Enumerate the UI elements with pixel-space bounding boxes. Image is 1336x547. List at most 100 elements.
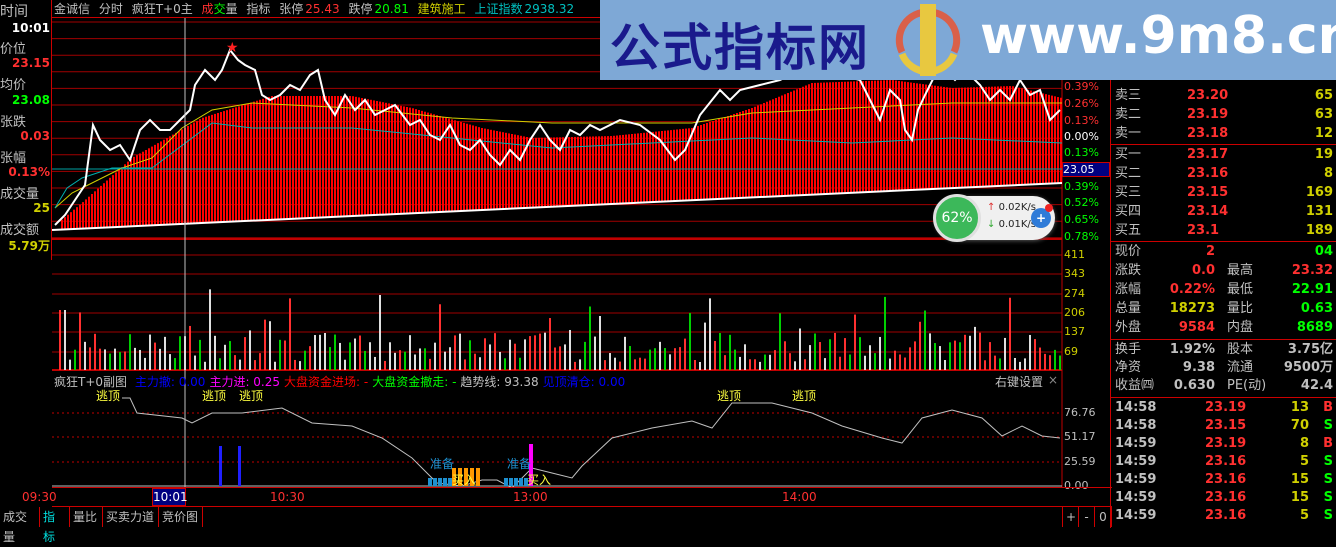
time-value: 10:01 xyxy=(11,21,50,35)
main-force-in-bar xyxy=(529,444,533,486)
sub-chart-name[interactable]: 疯狂T+0副图 xyxy=(54,375,128,389)
price-axis-label: 0.65% xyxy=(1064,213,1099,226)
price-axis-label: 0.39% xyxy=(1064,80,1099,93)
tab-volume-ratio[interactable]: 量比 xyxy=(70,507,103,527)
amount-value: 5.79万 xyxy=(8,239,50,253)
main-force-bar xyxy=(219,446,222,486)
sub-axis-label: 76.76 xyxy=(1064,406,1096,419)
tab-buy-sell-force[interactable]: 买卖力道 xyxy=(103,507,159,527)
watermark-banner: 公式指标网 www.9m8.cn xyxy=(600,0,1336,80)
signal-escape: 逃顶 xyxy=(202,389,226,403)
right-click-settings[interactable]: 右键设置 xyxy=(995,375,1044,389)
sub-legend-item: 主力进: 0.25 xyxy=(209,375,281,389)
zoom-in-button[interactable]: + xyxy=(1062,507,1079,527)
pct-label: 张幅 xyxy=(0,151,27,166)
tick-row: 14:59 23.16 15 S xyxy=(1115,472,1333,487)
prepare-bar xyxy=(509,478,513,486)
volume-tab-char2[interactable]: 交 xyxy=(213,2,226,16)
tab-volume[interactable]: 成交量 xyxy=(0,507,40,544)
tick-row: 14:59 23.16 5 S xyxy=(1115,454,1333,469)
indicator-name[interactable]: 疯狂T+0主 xyxy=(131,2,193,16)
volume-tab-char1[interactable]: 成 xyxy=(201,2,214,16)
quote-row: 现价 2 04 xyxy=(1115,244,1333,259)
sub-legend-item: 大盘资金撤走: - xyxy=(372,375,457,389)
volume-tab-char3[interactable]: 量 xyxy=(225,2,238,16)
signal-escape: 逃顶 xyxy=(239,389,263,403)
network-speed-widget[interactable]: 62% ↑ 0.02K/s ↓ 0.01K/s + xyxy=(933,194,1055,242)
time-label: 时间 xyxy=(0,4,28,20)
sub-axis-label: 51.17 xyxy=(1064,430,1096,443)
sub-legend-item: 大盘资金进场: - xyxy=(284,375,369,389)
download-speed: 0.01K/s xyxy=(998,219,1036,230)
bid-row: 买四 23.14 131 xyxy=(1115,204,1333,219)
bid-row: 买二 23.16 8 xyxy=(1115,166,1333,181)
upload-arrow-icon: ↑ xyxy=(987,202,996,213)
banner-url[interactable]: www.9m8.cn xyxy=(980,6,1336,66)
price-line xyxy=(54,48,1061,226)
price-axis-label: 0.52% xyxy=(1064,196,1099,209)
buy-bar xyxy=(458,468,462,486)
plus-icon[interactable]: + xyxy=(1031,208,1051,228)
signal-prepare: 准备 xyxy=(507,457,531,471)
trend-line xyxy=(122,397,1061,488)
sub-chart-close-button[interactable]: × xyxy=(1048,373,1059,387)
price-axis-label: 0.26% xyxy=(1064,97,1099,110)
price-axis-label: 0.78% xyxy=(1064,230,1099,243)
tab-indicator[interactable]: 指标 xyxy=(40,507,70,544)
chart-title-bar: 金诚信 分时 疯狂T+0主 成交量 指标 张停 25.43 跌停 20.81 建筑施… xyxy=(52,0,1112,18)
high-star-icon: ★ xyxy=(226,40,239,56)
buy-bar xyxy=(476,468,480,486)
zoom-reset-button[interactable]: 0 xyxy=(1095,507,1112,527)
bid-row: 买一 23.17 19 xyxy=(1115,147,1333,162)
prepare-bar xyxy=(438,478,442,486)
cursor-time: 10:01 xyxy=(152,488,188,506)
bid-row: 买三 23.15 169 xyxy=(1115,185,1333,200)
price-axis-label: 0.39% xyxy=(1064,180,1099,193)
buy-bar xyxy=(452,468,456,486)
quote-row: 外盘 9584 内盘 8689 xyxy=(1115,320,1333,335)
prepare-bar xyxy=(448,478,452,486)
ma-line xyxy=(54,122,1063,209)
sub-axis-label: 25.59 xyxy=(1064,455,1096,468)
index-name[interactable]: 上证指数 xyxy=(474,2,523,16)
time-axis: 09:30 10:01 10:30 13:00 14:00 xyxy=(22,487,1112,507)
tab-auction[interactable]: 竞价图 xyxy=(159,507,203,527)
mode-label: 分时 xyxy=(98,2,123,16)
stock-name[interactable]: 金诚信 xyxy=(54,2,91,16)
quote-row: 总量 18273 量比 0.63 xyxy=(1115,301,1333,316)
time-label-1300: 13:00 xyxy=(513,490,548,504)
baseline-trend-line xyxy=(52,182,1063,231)
tick-row: 14:59 23.16 15 S xyxy=(1115,490,1333,505)
change-value: 0.03 xyxy=(20,129,50,143)
ask-row: 卖二 23.19 63 xyxy=(1115,107,1333,122)
quote-panel: 卖三 23.20 65 卖二 23.19 63 卖一 23.18 12 买一 23.17 19 买二 23… xyxy=(1110,0,1336,528)
prepare-bar xyxy=(428,478,432,486)
download-arrow-icon: ↓ xyxy=(987,219,996,230)
avg-label: 均价 xyxy=(0,78,27,93)
ask-row: 卖三 23.20 65 xyxy=(1115,88,1333,103)
limit-down-value: 20.81 xyxy=(374,2,409,16)
avg-value: 23.08 xyxy=(12,93,50,107)
main-force-bar xyxy=(238,446,241,486)
volume-axis-label: 69 xyxy=(1064,344,1078,358)
index-value: 2938.32 xyxy=(524,2,575,16)
prepare-bar xyxy=(504,478,508,486)
indicator-button[interactable]: 指标 xyxy=(246,2,271,16)
prepare-bar xyxy=(524,478,528,486)
prepare-bar xyxy=(514,478,518,486)
buy-bar xyxy=(470,468,474,486)
quote-row: 涨跌 0.0 最高 23.32 xyxy=(1115,263,1333,278)
signal-prepare: 准备 xyxy=(430,457,454,471)
tick-row: 14:59 23.19 8 B xyxy=(1115,436,1333,451)
price-axis-label: 0.00% xyxy=(1064,130,1099,143)
zoom-out-button[interactable]: - xyxy=(1079,507,1095,527)
volume-axis-label: 206 xyxy=(1064,305,1085,319)
sector-link[interactable]: 建筑施工 xyxy=(417,2,466,16)
volume-axis-label: 274 xyxy=(1064,286,1085,300)
buy-bar xyxy=(464,468,468,486)
prepare-bar xyxy=(519,478,523,486)
sub-axis-label: 0.00 xyxy=(1064,479,1089,492)
memory-percent[interactable]: 62% xyxy=(933,194,981,242)
limit-up-label: 张停 xyxy=(279,2,304,16)
